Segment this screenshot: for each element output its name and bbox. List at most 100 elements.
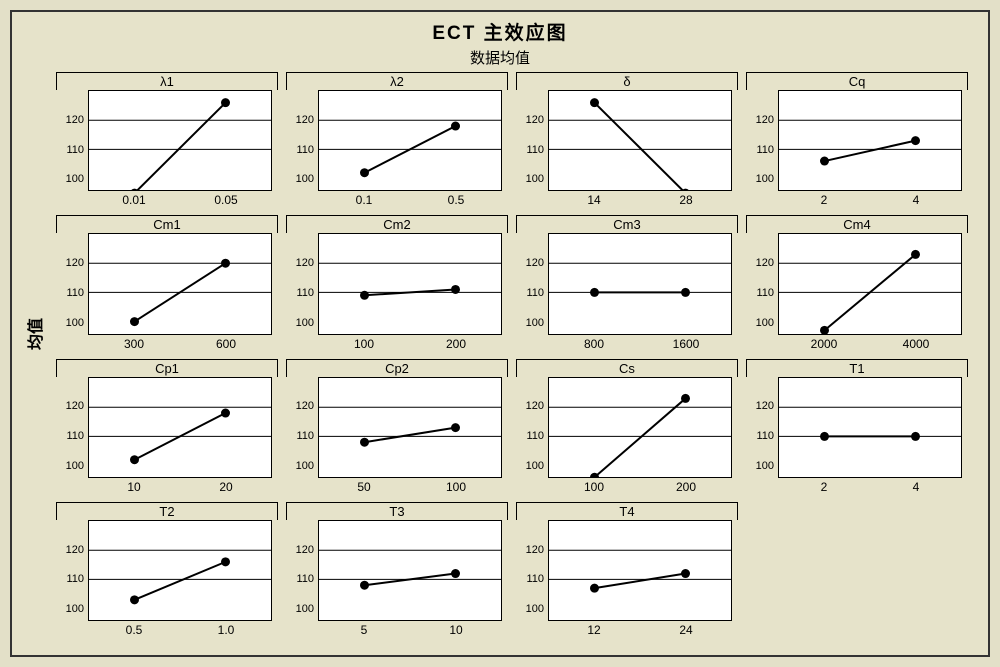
y-tick: 100 [756,173,774,185]
y-tick: 120 [66,114,84,126]
x-tick: 800 [584,337,604,351]
plot-area [88,377,272,478]
y-tick: 100 [296,603,314,615]
panel-Cm4: Cm410011012020004000 [746,215,968,352]
plot-area [548,233,732,334]
panel-Cm1: Cm1100110120300600 [56,215,278,352]
y-ticks: 100110120 [56,520,86,621]
x-tick: 0.5 [126,623,143,637]
y-tick: 120 [296,544,314,556]
y-tick: 110 [296,287,314,299]
plot-wrap: 1001101201428 [516,90,738,209]
x-tick: 50 [357,480,370,494]
x-ticks: 50 100 [318,480,502,496]
y-tick: 120 [756,114,774,126]
plot-area [778,233,962,334]
panel-title: Cm2 [286,215,508,233]
panel-T2: T21001101200.51.0 [56,502,278,639]
y-tick: 120 [66,400,84,412]
x-ticks: 1020 [88,480,272,496]
plot-area [548,377,732,478]
y-ticks: 100110120 [56,233,86,334]
chart-title: ECT 主效应图 [12,18,988,45]
chart-subtitle: 数据均值 [12,47,988,68]
y-tick: 120 [756,257,774,269]
panel-title: δ [516,72,738,90]
x-tick: 5 [361,623,368,637]
y-tick: 110 [526,144,544,156]
y-tick: 100 [756,317,774,329]
plot-wrap: 10011012024 [746,377,968,496]
plot-area [318,377,502,478]
x-tick: 20 [219,480,232,494]
y-tick: 110 [756,430,774,442]
x-tick: 100 [446,480,466,494]
y-tick: 120 [66,257,84,269]
y-tick: 100 [66,603,84,615]
x-ticks: 0.51.0 [88,623,272,639]
y-tick: 120 [296,257,314,269]
x-tick: 4 [913,193,920,207]
panel-Cp2: Cp210011012050100 [286,359,508,496]
x-tick: 4000 [903,337,930,351]
y-tick: 110 [66,430,84,442]
x-tick: 0.5 [448,193,465,207]
y-tick: 110 [526,430,544,442]
panel-title: T1 [746,359,968,377]
y-tick: 120 [66,544,84,556]
plot-wrap: 100110120 50 100 [286,377,508,496]
panel-Cq: Cq10011012024 [746,72,968,209]
x-tick: 0.05 [214,193,237,207]
x-tick: 100 [354,337,374,351]
y-tick: 100 [66,173,84,185]
panel-T3: T3100110120510 [286,502,508,639]
panel-title: λ2 [286,72,508,90]
panel-λ2: λ21001101200.10.5 [286,72,508,209]
panel-title: Cm1 [56,215,278,233]
y-ticks: 100110120 [516,233,546,334]
y-tick: 100 [526,317,544,329]
panel-title: λ1 [56,72,278,90]
x-ticks: 0.01 0.05 [88,193,272,209]
y-ticks: 100110120 [286,90,316,191]
panel-T1: T110011012024 [746,359,968,496]
panel-title: T2 [56,502,278,520]
y-tick: 110 [66,144,84,156]
y-tick: 100 [66,460,84,472]
panel-δ: δ1001101201428 [516,72,738,209]
y-ticks: 100 110 120 [56,377,86,478]
y-tick: 100 [296,173,314,185]
plot-area [318,520,502,621]
panel-Cs: Cs100110120100200 [516,359,738,496]
plot-wrap: 1001101201224 [516,520,738,639]
x-tick: 300 [124,337,144,351]
y-tick: 100 [526,460,544,472]
y-tick: 100 [296,460,314,472]
plot-area [318,90,502,191]
x-tick: 10 [449,623,462,637]
panel-title: T4 [516,502,738,520]
y-ticks: 100 110 120 [56,90,86,191]
x-tick: 0.01 [122,193,145,207]
x-tick: 12 [587,623,600,637]
x-tick: 14 [587,193,600,207]
panel-title: T3 [286,502,508,520]
y-tick: 100 [66,317,84,329]
x-ticks: 800 1600 [548,337,732,353]
y-tick: 100 [526,603,544,615]
plot-area [778,377,962,478]
x-tick: 1600 [673,337,700,351]
figure-outer: ECT 主效应图 数据均值 均值 λ11001101200.010.05λ210… [0,0,1000,667]
y-ticks: 100110120 [286,377,316,478]
x-ticks: 24 [778,480,962,496]
panel-title: Cm4 [746,215,968,233]
x-ticks: 1428 [548,193,732,209]
plot-area [548,90,732,191]
plot-wrap: 1001101200.10.5 [286,90,508,209]
y-tick: 110 [756,287,774,299]
figure-frame: ECT 主效应图 数据均值 均值 λ11001101200.010.05λ210… [10,10,990,657]
x-tick: 4 [913,480,920,494]
plot-wrap: 10011012020004000 [746,233,968,352]
x-tick: 2 [821,480,828,494]
y-tick: 120 [296,114,314,126]
